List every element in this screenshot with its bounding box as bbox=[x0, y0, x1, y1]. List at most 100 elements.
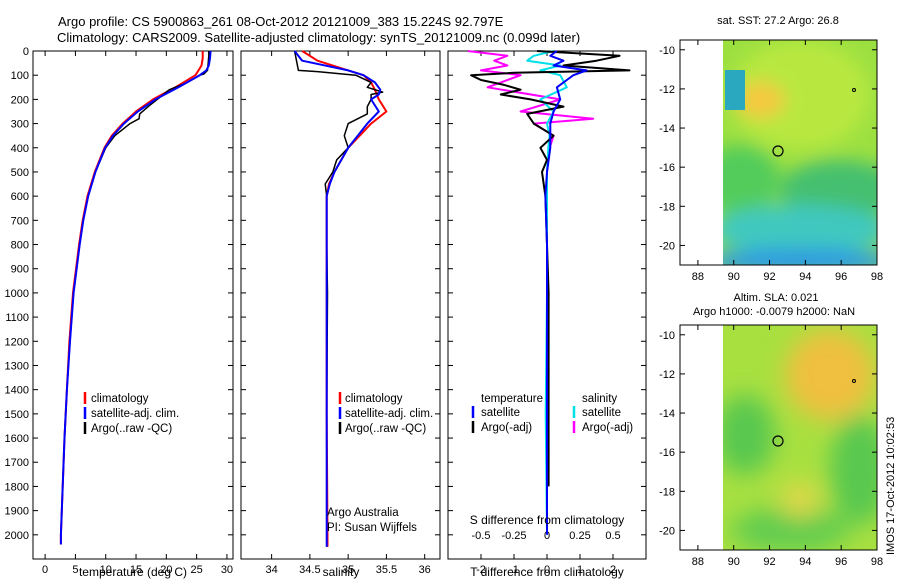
y-tick-label: 1300 bbox=[5, 360, 29, 372]
map-y-tick-label: -12 bbox=[659, 369, 675, 381]
map-y-tick-label: -16 bbox=[659, 447, 675, 459]
x-tick-label: 0 bbox=[544, 564, 550, 576]
y-tick-label: 900 bbox=[11, 264, 29, 276]
title-line1: Argo profile: CS 5900863_261 08-Oct-2012… bbox=[58, 14, 504, 29]
map-y-tick-label: -12 bbox=[659, 84, 675, 96]
s-tick-label: 0.5 bbox=[605, 530, 620, 542]
salinity-legend: climatology satellite-adj. clim. Argo(..… bbox=[327, 392, 433, 534]
s-tick-label: -0.5 bbox=[472, 530, 491, 542]
y-tick-label: 700 bbox=[11, 215, 29, 227]
map-y-tick-label: -20 bbox=[659, 525, 675, 537]
temperature-xlabel: temperature (deg C) bbox=[79, 565, 187, 579]
salinity-series bbox=[293, 50, 388, 547]
legend-title-temperature: temperature bbox=[481, 393, 543, 405]
sst-map-title: sat. SST: 27.2 Argo: 26.8 bbox=[717, 15, 839, 27]
map-x-tick-label: 94 bbox=[799, 271, 811, 283]
y-tick-label: 0 bbox=[23, 46, 29, 58]
sla-map-subtitle: Argo h1000: -0.0079 h2000: NaN bbox=[693, 306, 855, 318]
sst-map-ticks: 88 90 92 94 96 98 -10 -12 -14 -16 -18 -20 bbox=[659, 40, 883, 283]
sla-map-image bbox=[679, 324, 878, 551]
y-tick-label: 1800 bbox=[5, 481, 29, 493]
annotation-argo-australia: Argo Australia bbox=[327, 507, 399, 519]
legend-label-s-argo: Argo(-adj) bbox=[582, 422, 633, 434]
temperature-ticks: 0 5 10 15 20 25 300100200300400500600700800900… bbox=[5, 46, 234, 576]
temperature-axes bbox=[32, 50, 234, 560]
y-tick-label: 1700 bbox=[5, 457, 29, 469]
x-tick-label: 34 bbox=[265, 564, 277, 576]
salinity-axes bbox=[240, 50, 441, 560]
x-tick-label: 5 bbox=[72, 564, 78, 576]
map-y-tick-label: -14 bbox=[659, 123, 675, 135]
legend-label-t-satellite: satellite bbox=[481, 407, 520, 419]
x-tick-label: 1 bbox=[577, 564, 583, 576]
legend-label-s-satellite: satellite bbox=[582, 407, 621, 419]
y-tick-label: 1900 bbox=[5, 506, 29, 518]
map-x-tick-label: 94 bbox=[799, 556, 811, 568]
sla-high-patch bbox=[785, 330, 875, 420]
map-x-tick-label: 92 bbox=[763, 271, 775, 283]
s-tick-label: 0.25 bbox=[569, 530, 590, 542]
y-tick-label: 1500 bbox=[5, 409, 29, 421]
sla-map-title: Altim. SLA: 0.021 bbox=[734, 292, 819, 304]
difference-xlabel-top: S difference from climatology bbox=[470, 513, 625, 527]
map-x-tick-label: 88 bbox=[692, 556, 704, 568]
x-tick-label: 2 bbox=[610, 564, 616, 576]
y-tick-label: 100 bbox=[11, 70, 29, 82]
y-tick-label: 1000 bbox=[5, 288, 29, 300]
y-tick-label: 2000 bbox=[5, 530, 29, 542]
sst-blue-band bbox=[723, 248, 877, 265]
sst-land-blank bbox=[680, 40, 723, 265]
map-x-tick-label: 96 bbox=[835, 556, 847, 568]
annotation-pi: PI: Susan Wijffels bbox=[327, 522, 417, 534]
map-y-tick-label: -20 bbox=[659, 240, 675, 252]
map-x-tick-label: 92 bbox=[763, 556, 775, 568]
legend-title-salinity: salinity bbox=[582, 393, 617, 405]
side-timestamp: IMOS 17-Oct-2012 10:02:53 bbox=[885, 417, 897, 555]
map-x-tick-label: 98 bbox=[871, 271, 883, 283]
y-tick-label: 500 bbox=[11, 167, 29, 179]
x-tick-label: 30 bbox=[221, 564, 233, 576]
difference-ticks: -2 -1 0 1 2 -0.5 -0.25 0 0.25 0.5 bbox=[448, 50, 646, 576]
sla-small-marker bbox=[852, 379, 856, 383]
y-tick-label: 200 bbox=[11, 94, 29, 106]
x-tick-label: 36 bbox=[419, 564, 431, 576]
map-x-tick-label: 98 bbox=[871, 556, 883, 568]
x-tick-label: 34.5 bbox=[299, 564, 320, 576]
map-x-tick-label: 90 bbox=[728, 271, 740, 283]
x-tick-label: 25 bbox=[191, 564, 203, 576]
y-tick-label: 1600 bbox=[5, 433, 29, 445]
x-tick-label: -1 bbox=[509, 564, 519, 576]
map-x-tick-label: 96 bbox=[835, 271, 847, 283]
map-y-tick-label: -14 bbox=[659, 408, 675, 420]
y-tick-label: 800 bbox=[11, 240, 29, 252]
series-line-satellite-adj-clim- bbox=[59, 50, 212, 545]
sla-map-frame bbox=[679, 324, 878, 551]
legend-label-satellite: satellite-adj. clim. bbox=[91, 408, 179, 420]
sst-hot-spot bbox=[735, 82, 785, 118]
sst-green-patch bbox=[780, 160, 877, 220]
sst-cold-block bbox=[725, 70, 745, 110]
legend-label-t-argo: Argo(-adj) bbox=[481, 422, 532, 434]
y-tick-label: 1200 bbox=[5, 336, 29, 348]
sst-small-marker bbox=[852, 88, 856, 92]
series-line-satellite-adj-clim- bbox=[293, 50, 382, 547]
legend-label-climatology: climatology bbox=[91, 393, 149, 405]
sst-map-frame bbox=[679, 39, 878, 266]
difference-series bbox=[467, 50, 631, 535]
sst-map-image bbox=[679, 39, 878, 266]
sla-yellow-spot bbox=[780, 482, 820, 518]
salinity-xlabel: salinity bbox=[323, 565, 360, 579]
salinity-ticks: 34 34.5 35 35.5 36 bbox=[241, 50, 440, 576]
temperature-series bbox=[59, 50, 212, 545]
map-x-tick-label: 88 bbox=[692, 271, 704, 283]
y-tick-label: 400 bbox=[11, 143, 29, 155]
legend-label-argo: Argo(..raw -QC) bbox=[345, 423, 426, 435]
difference-legend: temperature salinity satellite Argo(-adj… bbox=[471, 393, 633, 434]
x-tick-label: -2 bbox=[476, 564, 486, 576]
difference-xlabel: T difference from climatology bbox=[470, 565, 624, 579]
s-tick-label: -0.25 bbox=[501, 530, 526, 542]
legend-label-argo: Argo(..raw -QC) bbox=[91, 423, 172, 435]
map-y-tick-label: -18 bbox=[659, 486, 675, 498]
sla-low-patch bbox=[730, 508, 850, 550]
